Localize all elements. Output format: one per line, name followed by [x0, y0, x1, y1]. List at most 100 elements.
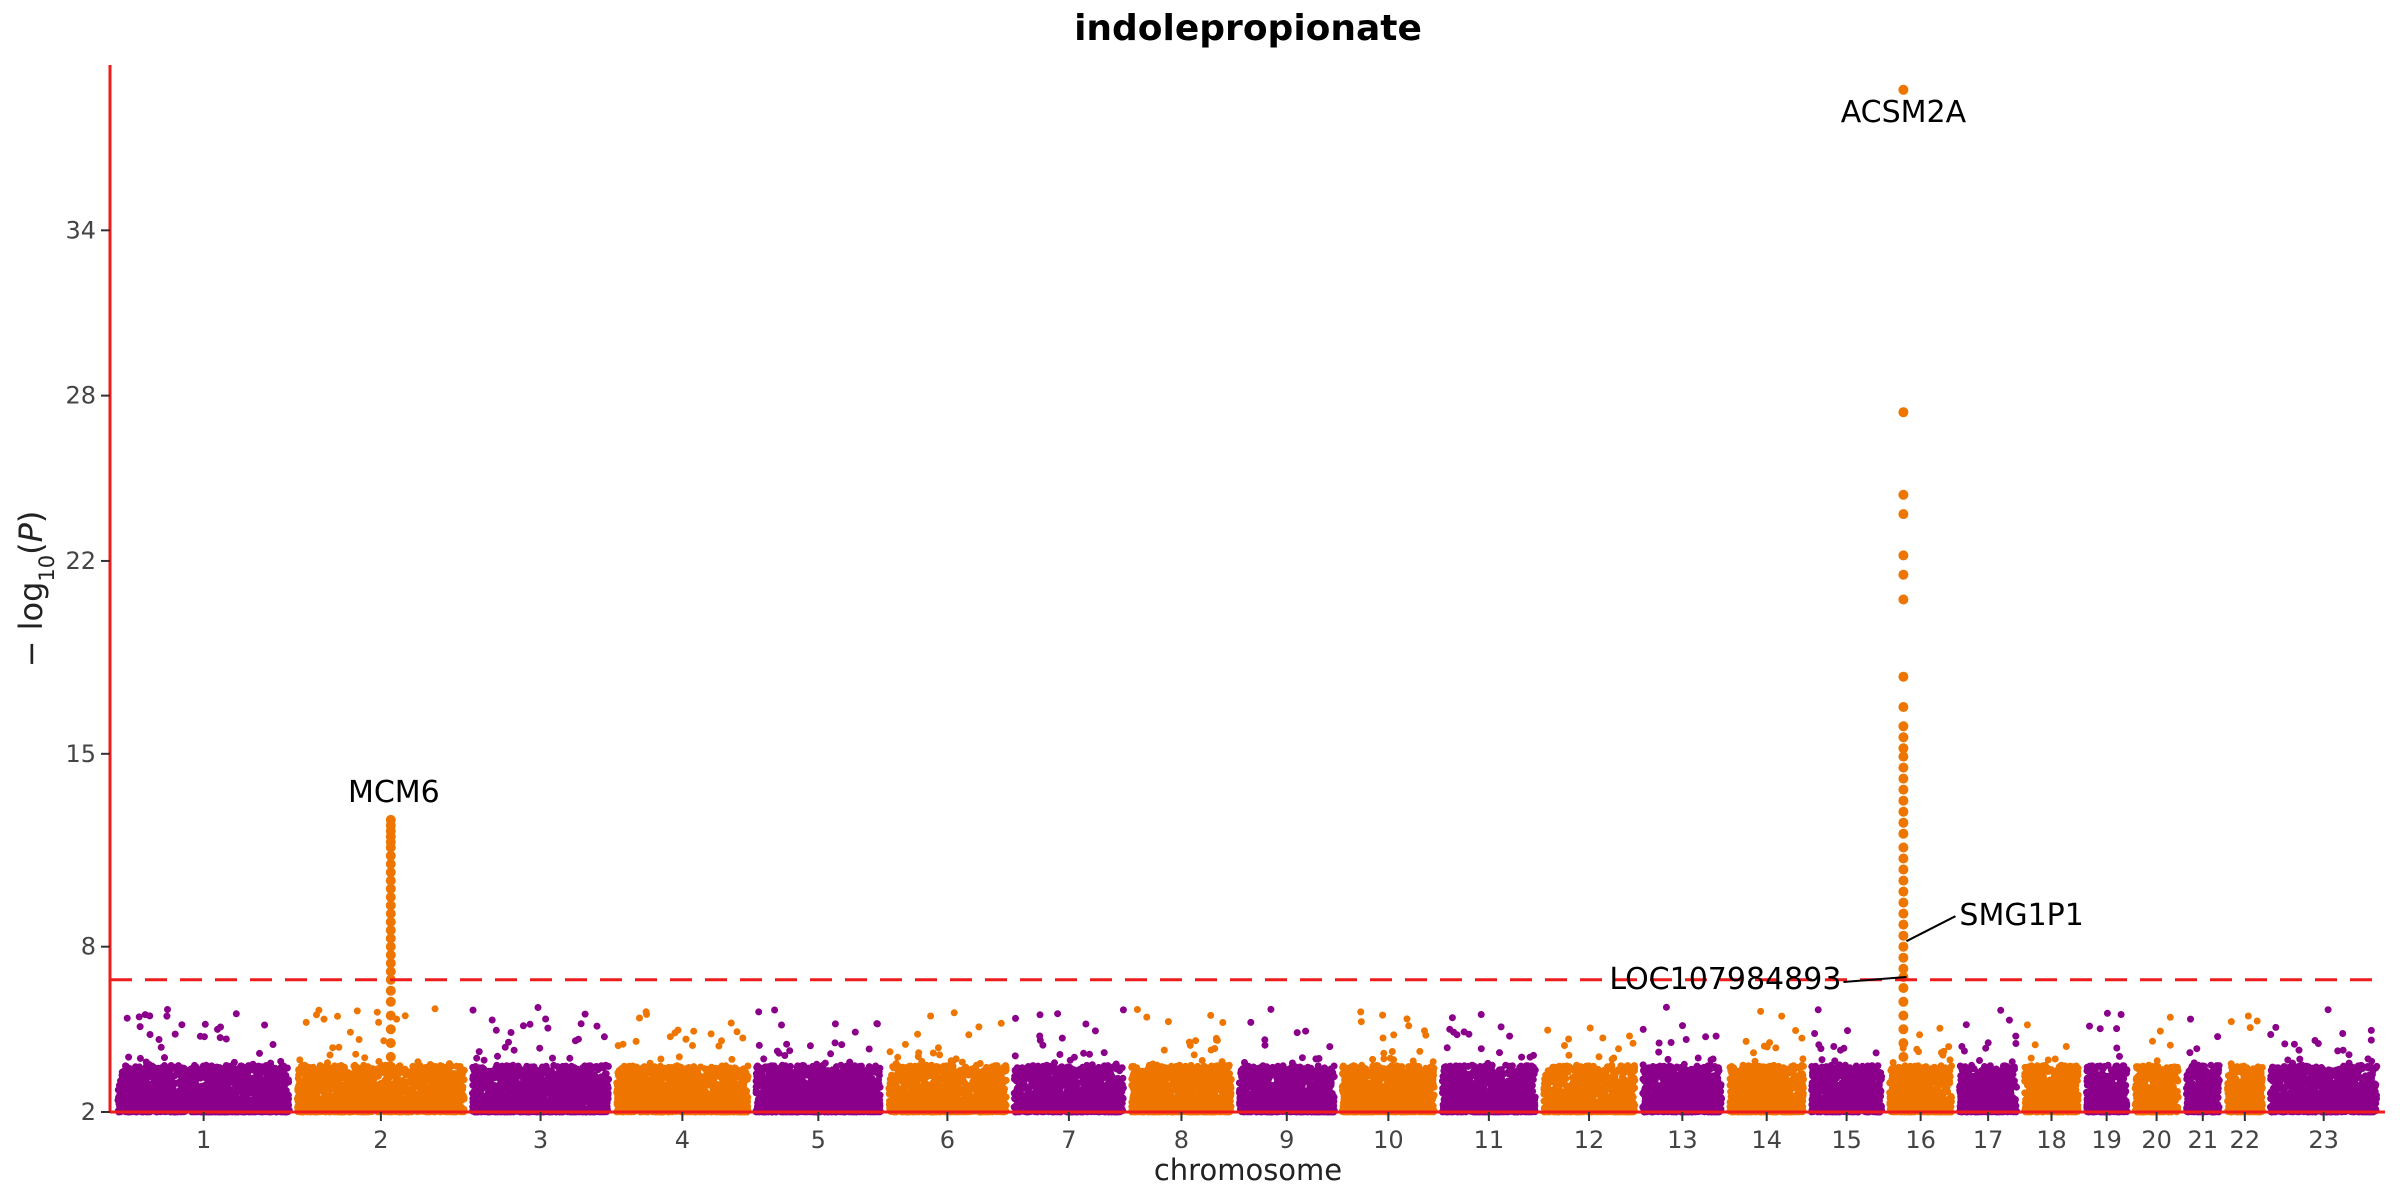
peak-point: [1898, 1024, 1909, 1035]
peak-point: [1898, 407, 1909, 418]
x-tick-label: 18: [2036, 1126, 2067, 1154]
peak-point: [1898, 569, 1909, 580]
chromosome-points-20: [2131, 1013, 2182, 1116]
x-tick-label: 13: [1667, 1126, 1698, 1154]
chromosome-points-7: [1010, 1006, 1127, 1116]
peak-point: [1898, 930, 1909, 941]
gene-label: SMG1P1: [1959, 898, 2083, 933]
peak-point: [385, 1038, 396, 1049]
peak-point: [1898, 509, 1909, 520]
peak-point: [1898, 732, 1909, 743]
peak-point: [1898, 751, 1909, 762]
gene-label: LOC107984893: [1609, 962, 1841, 997]
peak-point: [385, 1051, 396, 1062]
axes: [108, 65, 2385, 1114]
gene-label: ACSM2A: [1841, 95, 1967, 130]
chromosome-points-3: [469, 1004, 613, 1116]
peak-point: [385, 859, 396, 869]
y-tick-label: 34: [65, 216, 96, 244]
peak-point: [1898, 996, 1909, 1007]
annotation-leader-line: [1905, 915, 1956, 943]
peak-point: [1898, 919, 1909, 930]
chromosome-points-11: [1438, 1011, 1539, 1116]
gene-label: MCM6: [348, 775, 440, 810]
chromosome-points-22: [2224, 1012, 2266, 1116]
chromosome-points-18: [2021, 1021, 2082, 1116]
peak-point: [385, 892, 396, 903]
x-tick-label: 6: [940, 1126, 955, 1154]
chromosome-points-14: [1726, 1007, 1808, 1116]
y-tick-label: 22: [65, 547, 96, 575]
peak-point: [1898, 489, 1909, 500]
chromosome-points-15: [1808, 1006, 1886, 1116]
peak-point: [1898, 702, 1909, 712]
peak-point: [1898, 1010, 1909, 1021]
peak-point: [385, 966, 396, 977]
x-tick-label: 10: [1373, 1126, 1404, 1154]
peak-point: [1898, 897, 1909, 908]
x-tick-label: 19: [2091, 1126, 2122, 1154]
peak-point: [1898, 963, 1909, 974]
peak-point: [385, 996, 396, 1007]
peak-point: [385, 850, 396, 861]
chromosome-points-9: [1235, 1005, 1338, 1116]
y-tick-label: 8: [81, 933, 96, 961]
peak-point: [1898, 908, 1909, 919]
x-axis-label: chromosome: [1154, 1153, 1342, 1187]
chromosome-points-1: [114, 1006, 293, 1116]
peak-point: [1898, 952, 1909, 963]
peak-point: [385, 916, 396, 927]
y-axis-label: − log10(P): [12, 511, 59, 668]
x-tick-label: 2: [373, 1126, 388, 1154]
peak-point: [385, 900, 396, 911]
peak-point: [1898, 762, 1909, 773]
peak-point: [1898, 817, 1909, 828]
peak-point: [385, 1024, 396, 1035]
chromosome-points-21: [2183, 1015, 2223, 1116]
x-tick-label: 3: [533, 1126, 548, 1154]
annotation-leader-line: [1843, 975, 1907, 983]
peak-point: [1898, 842, 1909, 853]
peak-point: [385, 941, 396, 952]
chromosome-points-2: [293, 1005, 468, 1116]
gene-annotations: MCM6 ACSM2A SMG1P1 LOC107984893: [348, 95, 2084, 997]
peak-point: [1898, 806, 1909, 817]
x-tick-label: 4: [675, 1126, 690, 1154]
peak-point: [385, 867, 396, 878]
peak-point: [385, 883, 396, 894]
peak-point: [1898, 1038, 1909, 1049]
x-tick-label: 1: [196, 1126, 211, 1154]
peak-point: [385, 958, 396, 969]
x-tick-label: 15: [1831, 1126, 1862, 1154]
x-tick-label: 11: [1474, 1126, 1505, 1154]
chromosome-points-17: [1956, 1006, 2021, 1116]
peak-points: [385, 84, 1909, 1076]
chromosome-points-10: [1338, 1008, 1438, 1116]
chromosome-points-13: [1639, 1003, 1726, 1116]
peak-point: [1898, 828, 1909, 839]
x-tick-label: 16: [1905, 1126, 1936, 1154]
y-tick-label: 15: [65, 740, 96, 768]
x-tick-label: 8: [1174, 1126, 1189, 1154]
peak-point: [385, 985, 396, 996]
x-tick-label: 14: [1751, 1126, 1782, 1154]
peak-point: [1898, 875, 1909, 886]
y-tick-label: 2: [81, 1098, 96, 1126]
chart-title: indolepropionate: [1074, 8, 1422, 49]
chromosome-points-6: [885, 1009, 1010, 1116]
x-tick-label: 12: [1574, 1126, 1605, 1154]
x-tick-label: 20: [2141, 1126, 2172, 1154]
peak-point: [385, 875, 396, 886]
x-tick-label: 23: [2308, 1126, 2339, 1154]
peak-point: [385, 950, 396, 960]
peak-point: [1898, 853, 1909, 864]
x-tick-label: 5: [811, 1126, 826, 1154]
peak-point: [385, 1010, 396, 1021]
peak-point: [385, 933, 396, 944]
x-tick-label: 21: [2188, 1126, 2219, 1154]
peak-point: [1898, 1051, 1909, 1062]
peak-point: [1898, 886, 1909, 897]
chromosome-points-19: [2083, 1009, 2131, 1116]
